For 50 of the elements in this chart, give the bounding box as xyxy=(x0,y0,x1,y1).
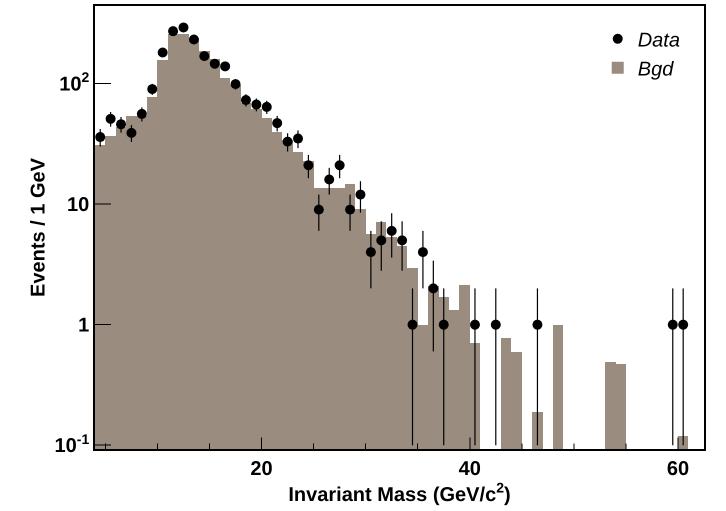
point xyxy=(303,160,314,170)
legend-label: Data xyxy=(638,30,680,52)
point xyxy=(251,100,262,110)
point xyxy=(188,34,199,45)
point xyxy=(428,283,438,294)
point xyxy=(366,247,376,258)
point xyxy=(532,320,542,330)
point xyxy=(210,58,220,69)
point xyxy=(408,320,418,330)
point xyxy=(355,190,366,200)
point xyxy=(418,247,428,258)
point xyxy=(490,320,501,330)
point xyxy=(470,320,480,330)
point xyxy=(376,235,386,246)
y-axis-title: Events / 1 GeV xyxy=(28,157,50,297)
point xyxy=(95,132,106,142)
point xyxy=(668,320,678,330)
point xyxy=(230,79,241,90)
legend-label: Bgd xyxy=(638,58,674,81)
point xyxy=(438,320,449,330)
point xyxy=(199,51,210,62)
point xyxy=(158,48,168,58)
x-axis-title: Invariant Mass (GeV/c$^{2}$) xyxy=(288,480,511,506)
point xyxy=(116,119,126,130)
point xyxy=(147,84,158,94)
point xyxy=(178,22,188,32)
point xyxy=(220,61,230,72)
point xyxy=(136,108,147,119)
point xyxy=(168,26,178,36)
point xyxy=(324,174,334,184)
y-tick-label: 10$^{-1}$ xyxy=(54,430,90,458)
y-tick-label: 10 xyxy=(67,194,90,216)
point xyxy=(126,128,136,138)
point xyxy=(240,95,251,106)
point xyxy=(386,226,397,236)
point xyxy=(678,320,688,330)
x-tick-label: 20 xyxy=(250,458,273,480)
y-tick-label: 1 xyxy=(78,314,90,337)
point xyxy=(334,160,345,170)
point xyxy=(106,114,116,124)
point xyxy=(345,204,356,215)
point xyxy=(282,136,293,147)
point xyxy=(397,235,408,246)
point xyxy=(314,204,324,215)
y-tick-label: 10$^{2}$ xyxy=(59,69,90,96)
point xyxy=(262,102,272,112)
point xyxy=(293,134,303,144)
x-tick-label: 40 xyxy=(458,458,481,480)
x-tick-label: 60 xyxy=(666,458,690,480)
point xyxy=(272,118,282,128)
